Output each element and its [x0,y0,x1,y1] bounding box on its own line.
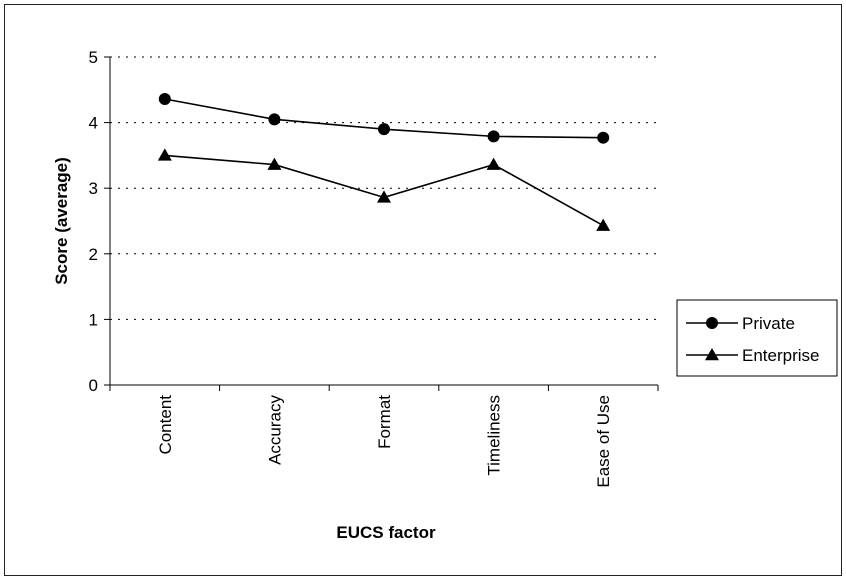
legend-item-enterprise: Enterprise [686,346,819,365]
x-tick-label: Timeliness [485,395,504,476]
x-ticks: Content Accuracy Format Timeliness Ease of U… [109,385,659,488]
x-axis-title: EUCS factor [336,523,436,542]
series-enterprise [157,148,611,231]
data-point [267,157,282,170]
x-tick-label: Content [156,395,175,455]
x-tick-label: Accuracy [265,395,284,465]
data-point [158,92,171,105]
y-tick-label: 4 [89,114,98,133]
x-tick-label: Format [375,395,394,449]
circle-marker-icon [706,317,718,329]
data-point [486,157,501,170]
y-tick-label: 2 [89,245,98,264]
data-point [268,113,281,126]
axes [109,57,658,386]
y-tick-label: 5 [89,48,98,67]
chart-frame [4,4,842,576]
gridlines [110,56,658,320]
series [157,92,611,231]
legend: Private Enterprise [676,299,838,377]
data-point [378,123,390,136]
y-tick-label: 1 [89,310,98,329]
data-point [596,218,611,231]
data-point [597,131,610,144]
y-tick-label: 0 [89,376,98,395]
legend-item-private: Private [686,314,795,333]
legend-label: Enterprise [742,346,819,365]
legend-label: Private [742,314,795,333]
y-axis-title: Score (average) [52,157,71,285]
y-tick-label: 3 [89,179,98,198]
data-point [157,148,172,161]
x-tick-label: Ease of Use [594,395,613,488]
legend-box [676,299,838,377]
data-point [487,130,500,143]
y-ticks: 0 1 2 3 4 5 [89,48,110,395]
series-private [158,92,610,144]
data-point [377,190,391,203]
triangle-marker-icon [705,348,719,361]
